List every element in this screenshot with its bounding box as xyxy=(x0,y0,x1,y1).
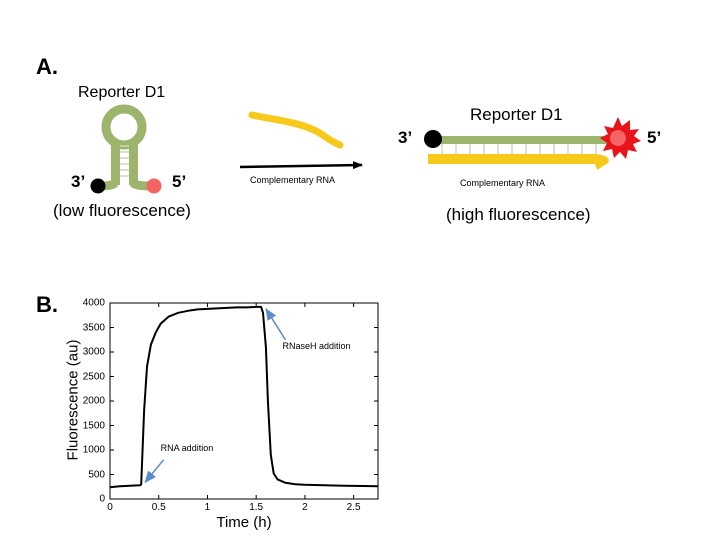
x-tick-label: 2 xyxy=(302,502,308,513)
chart-plot-box xyxy=(109,302,379,500)
x-tick-label: 1.5 xyxy=(249,502,264,513)
duplex-name-label: Reporter D1 xyxy=(470,105,563,124)
reaction-arrow-label: Complementary RNA xyxy=(250,175,336,185)
y-tick-label: 4000 xyxy=(82,297,105,309)
y-tick-label: 2000 xyxy=(82,395,105,407)
y-tick-label: 500 xyxy=(88,469,105,480)
chart-frame xyxy=(109,302,379,500)
y-tick-label: 3500 xyxy=(82,322,105,333)
y-tick-label: 1000 xyxy=(82,444,105,456)
reaction-arrow xyxy=(239,161,363,170)
free-rna-strand xyxy=(248,111,344,149)
x-tick-label: 1 xyxy=(204,502,211,513)
hairpin-name-label: Reporter D1 xyxy=(78,84,166,101)
y-tick-label: 3000 xyxy=(82,346,105,358)
low-fluorescence-label: (low fluorescence) xyxy=(53,201,191,220)
fluorophore-dim-dot xyxy=(146,178,162,194)
chart-ticks xyxy=(109,302,378,500)
y-tick-label: 2500 xyxy=(82,371,105,382)
chart-x-axis-label: Time (h) xyxy=(216,514,272,531)
duplex-reporter xyxy=(424,117,641,170)
hairpin-loop xyxy=(101,104,147,150)
hairpin-3prime-label: 3’ xyxy=(71,172,86,191)
high-fluorescence-label: (high fluorescence) xyxy=(446,205,591,224)
chart-annotations xyxy=(144,308,287,484)
duplex-5prime-label: 5’ xyxy=(647,128,662,147)
panel-a-label: A. xyxy=(36,54,58,79)
duplex-reporter-strand xyxy=(431,136,614,144)
rnaseh-addition-label: RNaseH addition xyxy=(282,341,351,352)
hairpin-stem-left xyxy=(111,140,120,185)
quencher-dot xyxy=(90,178,106,194)
duplex-fluorophore-dot xyxy=(610,130,626,146)
hairpin-base-pairs xyxy=(120,145,129,177)
duplex-rna-strand xyxy=(428,154,609,170)
chart-y-axis-label: Fluorescence (au) xyxy=(64,339,82,461)
hairpin-5prime-label: 5’ xyxy=(172,172,187,191)
y-tick-label: 1500 xyxy=(82,420,105,431)
fluorescence-series-line xyxy=(109,305,379,489)
rna-addition-label: RNA addition xyxy=(160,442,214,453)
hairpin-reporter xyxy=(90,104,162,194)
hairpin-stem-right xyxy=(129,140,138,185)
panel-b-label: B. xyxy=(36,292,58,317)
y-tick-label: 0 xyxy=(99,493,105,505)
x-tick-label: 0 xyxy=(107,502,113,513)
duplex-quencher-dot xyxy=(424,130,442,148)
duplex-strand-label: Complementary RNA xyxy=(460,178,546,188)
x-tick-label: 0.5 xyxy=(151,502,166,513)
duplex-3prime-label: 3’ xyxy=(398,128,413,147)
chart-series xyxy=(109,305,379,489)
rnaseh-addition-arrow xyxy=(265,308,287,341)
rna-addition-arrow xyxy=(144,459,165,484)
x-tick-label: 2.5 xyxy=(346,502,361,513)
